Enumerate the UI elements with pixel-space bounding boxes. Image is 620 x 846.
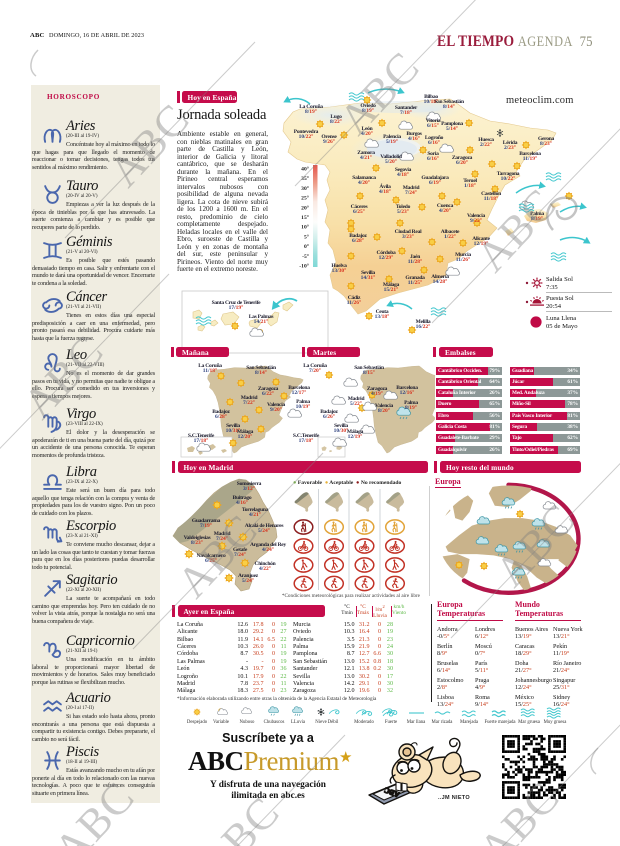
svg-text:-5°: -5°	[302, 253, 309, 260]
svg-text:30°: 30°	[301, 185, 309, 192]
svg-text:10°: 10°	[301, 224, 309, 231]
svg-text:40°: 40°	[301, 166, 309, 173]
svg-text:35°: 35°	[301, 175, 309, 182]
svg-text:-10°: -10°	[299, 263, 309, 270]
svg-text:0°: 0°	[304, 243, 309, 250]
svg-text:5°: 5°	[304, 233, 309, 240]
svg-text:20°: 20°	[301, 204, 309, 211]
svg-text:25°: 25°	[301, 195, 309, 202]
svg-text:15°: 15°	[301, 214, 309, 221]
